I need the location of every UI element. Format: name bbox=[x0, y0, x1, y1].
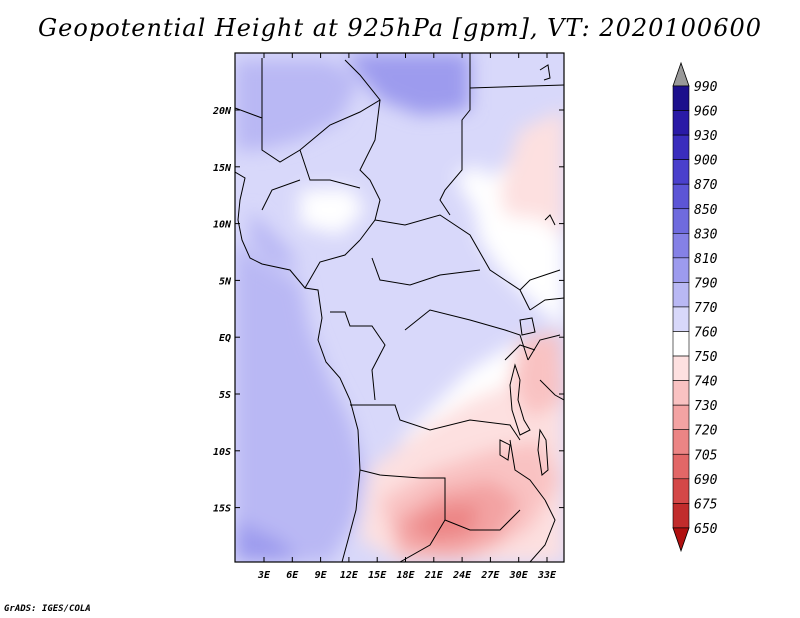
colorbar-label: 960 bbox=[694, 105, 718, 120]
colorbar-label: 675 bbox=[694, 497, 718, 512]
lon-label: 9E bbox=[315, 570, 328, 581]
colorbar-swatch bbox=[672, 478, 690, 504]
chart-title: Geopotential Height at 925hPa [gpm], VT:… bbox=[38, 14, 762, 42]
lon-label: 6E bbox=[286, 570, 299, 581]
lon-label: 3E bbox=[257, 570, 271, 581]
colorbar-top-arrow bbox=[672, 61, 690, 87]
longitude-axis: 3E 6E 9E 12E 15E 18E 21E 24E 27E 30E 33E bbox=[257, 53, 557, 581]
colorbar-label: 990 bbox=[694, 80, 718, 95]
latitude-axis: 20N 15N 10N 5N EQ 5S 10S 15S bbox=[212, 106, 564, 515]
colorbar-bottom-arrow bbox=[672, 527, 690, 553]
colorbar-swatch bbox=[672, 233, 690, 259]
lat-label: 15N bbox=[213, 163, 232, 174]
country-borders bbox=[235, 53, 564, 562]
lat-label: 15S bbox=[213, 504, 231, 515]
lat-label: 5S bbox=[219, 390, 231, 401]
lat-label: EQ bbox=[219, 333, 231, 344]
colorbar-label: 790 bbox=[694, 276, 718, 291]
grads-credit: GrADS: IGES/COLA bbox=[4, 604, 91, 614]
colorbar-swatch bbox=[672, 183, 690, 210]
colorbar-swatch bbox=[672, 380, 690, 406]
colorbar-label: 730 bbox=[694, 399, 718, 414]
colorbar-label: 650 bbox=[694, 522, 718, 537]
colorbar-label: 930 bbox=[694, 129, 718, 144]
lon-label: 15E bbox=[368, 570, 387, 581]
colorbar-swatch bbox=[672, 282, 690, 308]
colorbar-label: 720 bbox=[694, 424, 718, 439]
colorbar-swatch bbox=[672, 331, 690, 357]
colorbar-label: 870 bbox=[694, 178, 718, 193]
lat-label: 10N bbox=[213, 220, 232, 231]
colorbar-label: 830 bbox=[694, 227, 718, 242]
map-frame bbox=[234, 52, 565, 563]
colorbar-label: 705 bbox=[694, 448, 718, 463]
colorbar-swatch bbox=[672, 503, 690, 529]
colorbar-label: 770 bbox=[694, 301, 718, 316]
colorbar-swatch bbox=[672, 134, 690, 160]
colorbar: 990 960 930 900 870 850 830 810 790 770 760 750 740 7… bbox=[672, 61, 718, 553]
lon-label: 12E bbox=[340, 570, 359, 581]
colorbar-swatch bbox=[672, 453, 690, 480]
height-field bbox=[235, 53, 564, 562]
lon-label: 33E bbox=[537, 570, 557, 581]
lon-label: 27E bbox=[480, 570, 500, 581]
lat-label: 10S bbox=[213, 447, 231, 458]
lon-label: 24E bbox=[452, 570, 472, 581]
colorbar-label: 690 bbox=[694, 473, 718, 488]
colorbar-swatch bbox=[672, 355, 690, 381]
colorbar-label: 900 bbox=[694, 154, 718, 169]
lon-label: 21E bbox=[424, 570, 444, 581]
colorbar-label: 810 bbox=[694, 252, 718, 267]
colorbar-swatch bbox=[672, 110, 690, 136]
colorbar-label: 750 bbox=[694, 350, 718, 365]
colorbar-swatch bbox=[672, 429, 690, 455]
colorbar-swatch bbox=[672, 306, 690, 332]
colorbar-swatch bbox=[672, 85, 690, 111]
lat-label: 20N bbox=[212, 106, 232, 117]
colorbar-swatch bbox=[672, 208, 690, 234]
lat-label: 5N bbox=[219, 276, 232, 287]
colorbar-label: 850 bbox=[694, 203, 718, 218]
colorbar-swatch bbox=[672, 257, 690, 283]
lon-label: 30E bbox=[509, 570, 529, 581]
colorbar-label: 740 bbox=[694, 375, 718, 390]
colorbar-label: 760 bbox=[694, 326, 718, 341]
lon-label: 18E bbox=[396, 570, 415, 581]
colorbar-swatch bbox=[672, 159, 690, 185]
colorbar-swatch bbox=[672, 404, 690, 430]
